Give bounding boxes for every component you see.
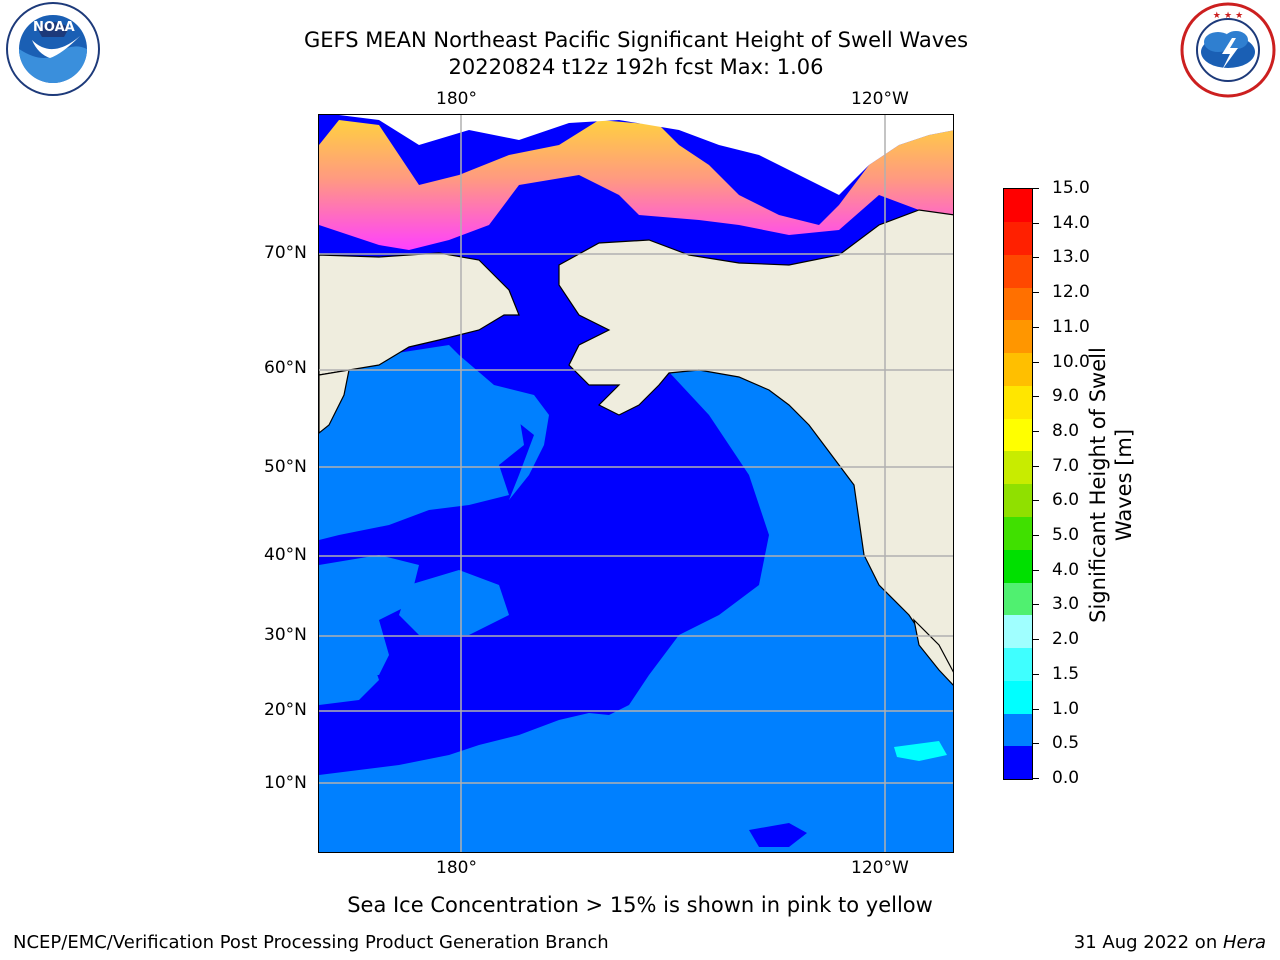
- colorbar-tick-mark: [1033, 222, 1039, 224]
- date-line: 31 Aug 2022 on Hera: [1074, 932, 1266, 954]
- swell-patch-cyan: [894, 741, 947, 761]
- colorbar-tick-mark: [1033, 673, 1039, 675]
- colorbar-tick-mark: [1033, 500, 1039, 502]
- host-name: Hera: [1222, 932, 1266, 953]
- colorbar-tick-mark: [1033, 604, 1039, 606]
- colorbar-segment: [1004, 647, 1032, 681]
- chart-title: GEFS MEAN Northeast Pacific Significant …: [303, 28, 969, 52]
- nws-logo: ★ ★ ★: [1178, 2, 1278, 98]
- lon-label-bottom-180: 180°: [436, 858, 477, 878]
- colorbar-segment: [1004, 582, 1032, 616]
- colorbar-tick-mark: [1033, 743, 1039, 745]
- sea-ice-note: Sea Ice Concentration > 15% is shown in …: [347, 893, 933, 917]
- noaa-wordmark: NOAA: [33, 20, 75, 35]
- colorbar-tick-label: 10.0: [1052, 351, 1090, 372]
- colorbar-tick-mark: [1033, 708, 1039, 710]
- lat-label-70n: 70°N: [264, 243, 307, 263]
- lon-label-bottom-120w: 120°W: [851, 858, 909, 878]
- colorbar-segment: [1004, 320, 1032, 354]
- colorbar-tick-label: 9.0: [1052, 386, 1080, 407]
- ocean-mid-patch-sw: [319, 650, 379, 705]
- colorbar-tick-label: 3.0: [1052, 594, 1080, 615]
- lat-label-20n: 20°N: [264, 700, 307, 720]
- colorbar-tick-label: 0.0: [1052, 768, 1080, 788]
- colorbar-segment: [1004, 352, 1032, 386]
- colorbar-segment: [1004, 385, 1032, 419]
- svg-text:★ ★ ★: ★ ★ ★: [1213, 11, 1243, 21]
- colorbar-segment: [1004, 713, 1032, 747]
- colorbar-tick-mark: [1033, 326, 1039, 328]
- land-north-america: [558, 209, 953, 685]
- lon-label-top-120w: 120°W: [851, 89, 909, 109]
- colorbar-tick-label: 1.0: [1052, 698, 1080, 719]
- colorbar-tick-mark: [1033, 257, 1039, 259]
- colorbar-tick-label: 13.0: [1052, 247, 1090, 268]
- lon-label-top-180: 180°: [436, 89, 477, 109]
- lat-label-30n: 30°N: [264, 625, 307, 645]
- colorbar-segment: [1004, 418, 1032, 452]
- colorbar-tick-label: 7.0: [1052, 455, 1080, 476]
- colorbar: [1003, 188, 1033, 780]
- lat-label-60n: 60°N: [264, 358, 307, 378]
- lat-label-10n: 10°N: [264, 773, 307, 793]
- map-panel: [318, 114, 954, 853]
- colorbar-segment: [1004, 451, 1032, 485]
- colorbar-tick-mark: [1033, 188, 1039, 189]
- no-data-arctic: [319, 115, 953, 195]
- colorbar-segment: [1004, 680, 1032, 714]
- colorbar-segment: [1004, 484, 1032, 517]
- colorbar-segment: [1004, 746, 1032, 780]
- land-kamchatka: [319, 369, 350, 434]
- ocean-mid-patch-central: [399, 570, 509, 635]
- colorbar-tick-label: 14.0: [1052, 212, 1090, 233]
- colorbar-tick-label: 2.0: [1052, 629, 1080, 650]
- colorbar-tick-label: 5.0: [1052, 525, 1080, 546]
- colorbar-segment: [1004, 516, 1032, 550]
- chart-subtitle: 20220824 t12z 192h fcst Max: 1.06: [448, 55, 824, 79]
- graticule: [319, 115, 953, 852]
- colorbar-tick-label: 4.0: [1052, 559, 1080, 580]
- noaa-logo: NOAA: [2, 2, 104, 96]
- date-text: 31 Aug 2022 on: [1073, 932, 1223, 953]
- colorbar-tick-mark: [1033, 396, 1039, 398]
- colorbar-segment: [1004, 189, 1032, 222]
- ocean-patch-hawaii: [749, 823, 807, 847]
- colorbar-segment: [1004, 287, 1032, 321]
- colorbar-segment: [1004, 254, 1032, 288]
- colorbar-tick-label: 12.0: [1052, 282, 1090, 303]
- colorbar-segment: [1004, 549, 1032, 583]
- colorbar-tick-label: 6.0: [1052, 490, 1080, 511]
- colorbar-tick-mark: [1033, 535, 1039, 537]
- colorbar-tick-label: 1.5: [1052, 663, 1080, 684]
- colorbar-tick-label: 15.0: [1052, 178, 1090, 198]
- colorbar-tick-label: 11.0: [1052, 316, 1090, 337]
- credit-line: NCEP/EMC/Verification Post Processing Pr…: [13, 932, 609, 953]
- colorbar-tick-label: 8.0: [1052, 420, 1080, 441]
- colorbar-tick-mark: [1033, 778, 1039, 779]
- colorbar-tick-mark: [1033, 430, 1039, 432]
- lat-label-50n: 50°N: [264, 457, 307, 477]
- map-svg: [319, 115, 953, 852]
- colorbar-tick-mark: [1033, 361, 1039, 363]
- lat-label-40n: 40°N: [264, 545, 307, 565]
- colorbar-tick-mark: [1033, 292, 1039, 294]
- colorbar-tick-mark: [1033, 465, 1039, 467]
- colorbar-label: Significant Height of Swell Waves [m]: [1086, 347, 1136, 623]
- colorbar-tick-mark: [1033, 569, 1039, 571]
- colorbar-segment: [1004, 221, 1032, 255]
- colorbar-segment: [1004, 615, 1032, 649]
- colorbar-ticks: 15.0 14.0 13.0 12.0 11.0 10.0 9.0 8.0 7.0 6.0 5.0 4…: [1033, 178, 1100, 798]
- ocean-mid-patch-west: [319, 355, 524, 540]
- colorbar-tick-mark: [1033, 639, 1039, 641]
- colorbar-tick-label: 0.5: [1052, 733, 1080, 754]
- sea-ice: [319, 120, 953, 250]
